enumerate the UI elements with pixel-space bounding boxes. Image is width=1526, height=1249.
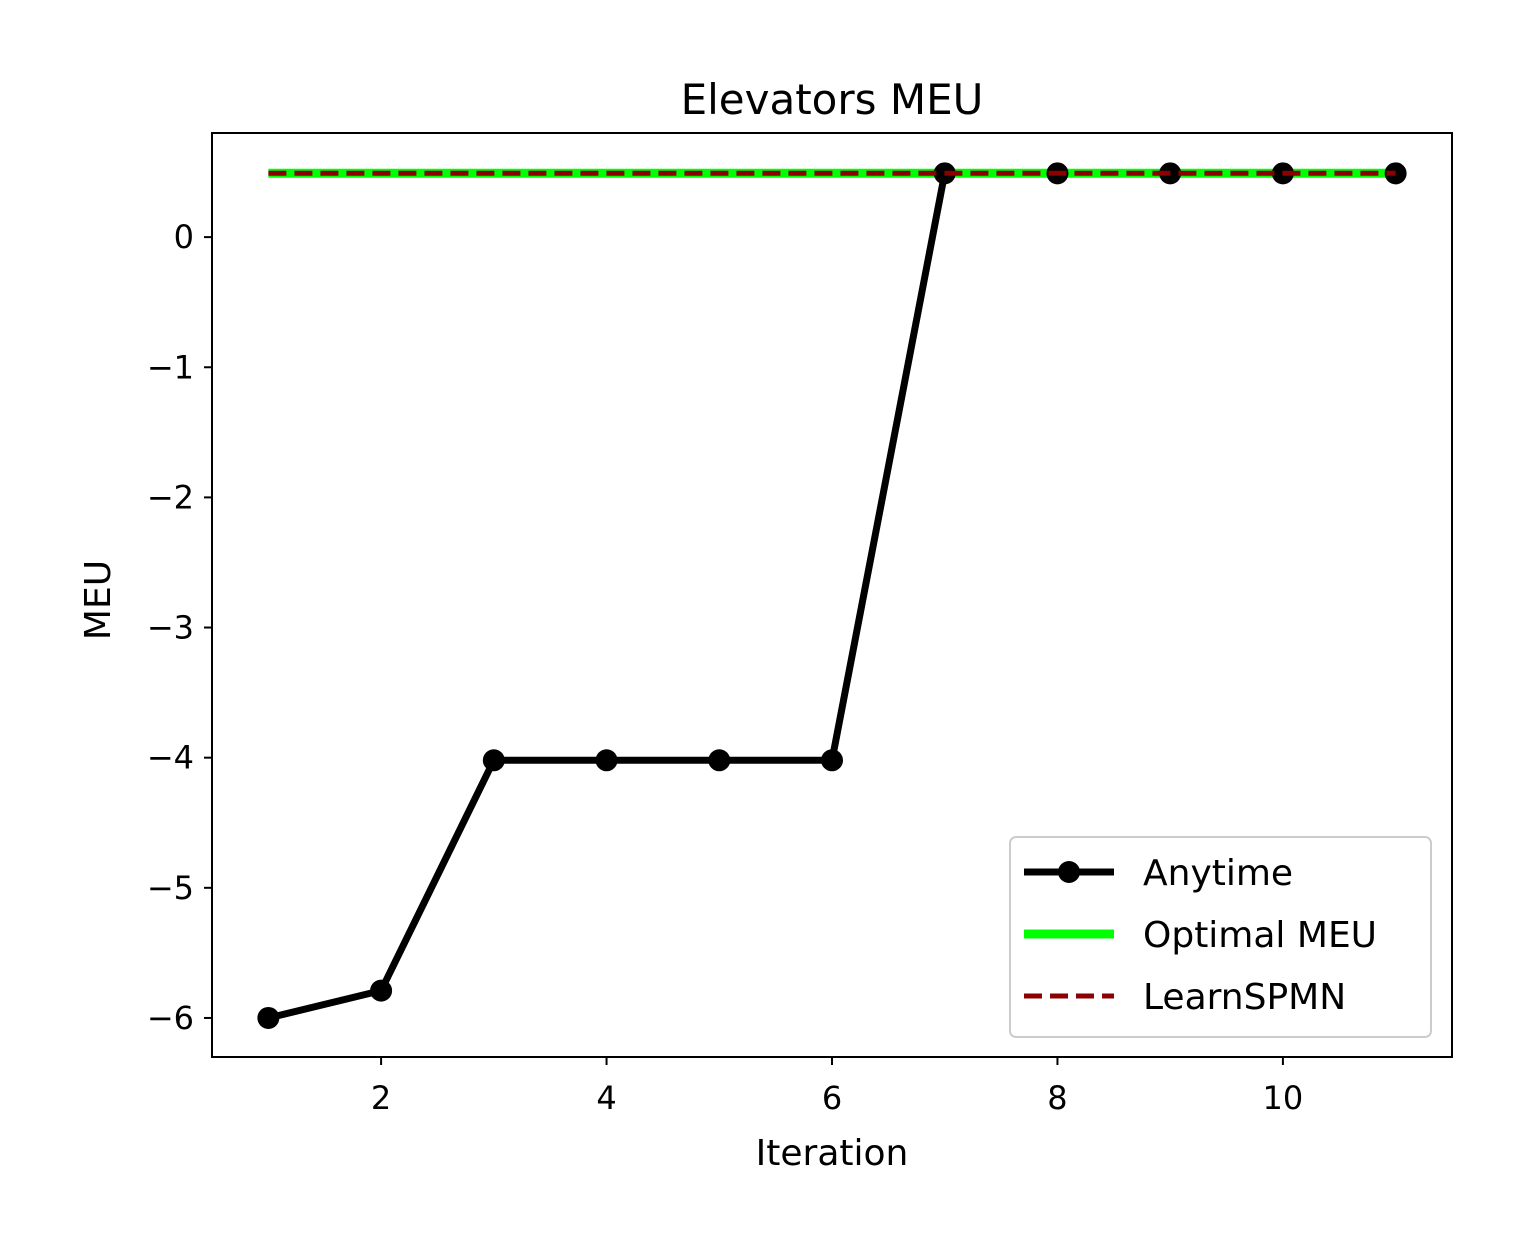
- data-point-anytime: [595, 749, 618, 772]
- x-tick-label: 8: [1047, 1079, 1067, 1117]
- y-tick-label: −2: [147, 478, 194, 516]
- legend-label-anytime: Anytime: [1143, 853, 1293, 894]
- legend-marker-anytime: [1058, 861, 1080, 883]
- x-tick-label: 10: [1263, 1079, 1304, 1117]
- data-point-anytime: [708, 749, 731, 772]
- y-axis-label: MEU: [78, 560, 119, 640]
- data-point-anytime: [370, 979, 393, 1002]
- legend-label-learnspmn: LearnSPMN: [1143, 977, 1346, 1018]
- x-tick-label: 6: [822, 1079, 842, 1117]
- y-tick-label: 0: [174, 218, 194, 256]
- plot-series: [257, 162, 1407, 1029]
- legend-label-optimal-meu: Optimal MEU: [1143, 915, 1377, 956]
- y-tick-label: −5: [147, 869, 194, 907]
- y-tick-label: −3: [147, 609, 194, 647]
- data-point-anytime: [821, 749, 843, 772]
- x-tick-label: 4: [596, 1079, 616, 1117]
- chart-title: Elevators MEU: [681, 75, 984, 124]
- data-point-anytime: [482, 749, 505, 772]
- data-point-anytime: [257, 1006, 280, 1029]
- y-tick-label: −1: [147, 348, 194, 386]
- x-tick-label: 2: [371, 1079, 391, 1117]
- y-tick-label: −6: [147, 999, 194, 1037]
- plot-area-frame: [211, 132, 1453, 1058]
- x-axis-label: Iteration: [756, 1133, 909, 1174]
- y-axis-ticks: 0 −1 −2 −3 −4 −5 −6: [147, 218, 212, 1037]
- legend-box: [1009, 836, 1432, 1038]
- legend: Anytime Optimal MEU LearnSPMN: [1009, 836, 1432, 1038]
- y-tick-label: −4: [147, 739, 194, 777]
- data-point-anytime: [1384, 162, 1407, 185]
- x-axis-ticks: 2 4 6 8 10: [371, 1057, 1303, 1117]
